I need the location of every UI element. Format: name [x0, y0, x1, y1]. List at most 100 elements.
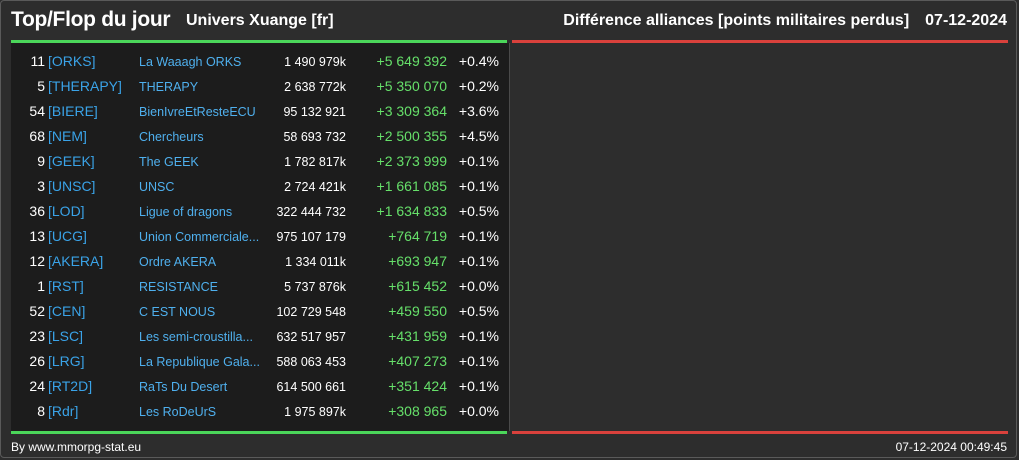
alliance-name-link[interactable]: Chercheurs: [139, 130, 204, 144]
table-row: 54 [BIERE] BienIvreEtResteECU 95 132 921 +3 …: [11, 97, 509, 122]
alliance-rank: 12: [29, 253, 45, 269]
alliance-points: 1 334 011k: [285, 255, 346, 269]
alliance-rank: 24: [29, 378, 45, 394]
alliance-tag-link[interactable]: [RST]: [48, 278, 84, 294]
alliance-rank: 54: [29, 103, 45, 119]
universe-label: Univers Xuange [fr]: [186, 12, 334, 29]
percent-change: +0.1%: [458, 328, 499, 344]
alliance-name-link[interactable]: BienIvreEtResteECU: [139, 105, 256, 119]
alliance-points: 614 500 661: [276, 380, 346, 394]
points-difference: +1 634 833: [376, 203, 447, 219]
alliance-name-link[interactable]: RESISTANCE: [139, 280, 218, 294]
alliance-name-link[interactable]: The GEEK: [139, 155, 199, 169]
alliance-tag-link[interactable]: [RT2D]: [48, 378, 93, 394]
points-difference: +615 452: [388, 278, 447, 294]
top-list: 11 [ORKS] La Waaagh ORKS 1 490 979k +5 649 3…: [11, 43, 509, 431]
points-difference: +431 959: [388, 328, 447, 344]
alliance-rank: 23: [29, 328, 45, 344]
alliance-tag-link[interactable]: [LOD]: [48, 203, 85, 219]
points-difference: +2 373 999: [376, 153, 447, 169]
alliance-name-link[interactable]: C EST NOUS: [139, 305, 216, 319]
table-row: 24 [RT2D] RaTs Du Desert 614 500 661 +351 42…: [11, 372, 509, 397]
percent-change: +0.1%: [458, 153, 499, 169]
alliance-rank: 13: [29, 228, 45, 244]
alliance-points: 632 517 957: [276, 330, 346, 344]
alliance-name-link[interactable]: UNSC: [139, 180, 175, 194]
alliance-name-link[interactable]: Les semi-croustilla...: [139, 330, 253, 344]
flop-bar-top: [512, 40, 1008, 43]
alliance-points: 322 444 732: [276, 205, 346, 219]
percent-change: +0.1%: [458, 253, 499, 269]
table-row: 12 [AKERA] Ordre AKERA 1 334 011k +693 947 +0…: [11, 247, 509, 272]
percent-change: +0.1%: [458, 228, 499, 244]
alliance-rank: 1: [37, 278, 45, 294]
table-row: 13 [UCG] Union Commerciale... 975 107 179 +7…: [11, 222, 509, 247]
header: Top/Flop du jour Univers Xuange [fr] Dif…: [0, 0, 1019, 40]
percent-change: +0.1%: [458, 178, 499, 194]
alliance-points: 95 132 921: [283, 105, 346, 119]
points-difference: +407 273: [388, 353, 447, 369]
points-difference: +2 500 355: [376, 128, 447, 144]
alliance-tag-link[interactable]: [BIERE]: [48, 103, 98, 119]
alliance-name-link[interactable]: Ordre AKERA: [139, 255, 217, 269]
table-row: 9 [GEEK] The GEEK 1 782 817k +2 373 999 +0.1%: [11, 147, 509, 172]
points-difference: +351 424: [388, 378, 447, 394]
table-row: 36 [LOD] Ligue of dragons 322 444 732 +1 634…: [11, 197, 509, 222]
table-row: 5 [THERAPY] THERAPY 2 638 772k +5 350 070 +0.…: [11, 72, 509, 97]
top-bar-top: [11, 40, 507, 43]
points-difference: +459 550: [388, 303, 447, 319]
alliance-rank: 3: [37, 178, 45, 194]
alliance-name-link[interactable]: La Waaagh ORKS: [139, 55, 242, 69]
panel-divider: [509, 43, 510, 431]
flop-list: [512, 43, 1008, 431]
alliance-tag-link[interactable]: [NEM]: [48, 128, 87, 144]
alliance-rank: 5: [37, 78, 45, 94]
alliance-name-link[interactable]: RaTs Du Desert: [139, 380, 228, 394]
alliance-tag-link[interactable]: [THERAPY]: [48, 78, 122, 94]
percent-change: +0.1%: [458, 353, 499, 369]
alliance-tag-link[interactable]: [AKERA]: [48, 253, 104, 269]
alliance-tag-link[interactable]: [UNSC]: [48, 178, 96, 194]
points-difference: +5 350 070: [376, 78, 447, 94]
alliance-rank: 9: [37, 153, 45, 169]
points-difference: +5 649 392: [376, 53, 447, 69]
table-row: 3 [UNSC] UNSC 2 724 421k +1 661 085 +0.1%: [11, 172, 509, 197]
alliance-rank: 26: [29, 353, 45, 369]
percent-change: +0.2%: [458, 78, 499, 94]
alliance-tag-link[interactable]: [Rdr]: [48, 403, 79, 419]
percent-change: +0.4%: [458, 53, 499, 69]
alliance-points: 2 638 772k: [284, 80, 346, 94]
footer-credit[interactable]: By www.mmorpg-stat.eu: [11, 440, 142, 454]
percent-change: +0.5%: [458, 203, 499, 219]
alliance-tag-link[interactable]: [ORKS]: [48, 53, 96, 69]
points-difference: +764 719: [388, 228, 447, 244]
alliance-points: 58 693 732: [283, 130, 346, 144]
alliance-tag-link[interactable]: [UCG]: [48, 228, 87, 244]
alliance-points: 102 729 548: [276, 305, 346, 319]
alliance-name-link[interactable]: La Republique Gala...: [139, 355, 260, 369]
alliance-name-link[interactable]: Union Commerciale...: [139, 230, 260, 244]
alliance-tag-link[interactable]: [GEEK]: [48, 153, 95, 169]
alliance-tag-link[interactable]: [CEN]: [48, 303, 86, 319]
alliance-points: 2 724 421k: [284, 180, 346, 194]
points-difference: +1 661 085: [376, 178, 447, 194]
alliance-name-link[interactable]: Les RoDeUrS: [139, 405, 217, 419]
percent-change: +0.0%: [458, 278, 499, 294]
alliance-name-link[interactable]: THERAPY: [139, 80, 199, 94]
percent-change: +3.6%: [458, 103, 499, 119]
top-bar-bottom: [11, 431, 507, 434]
metric-label: Différence alliances [points militaires …: [563, 12, 910, 29]
alliance-points: 588 063 453: [276, 355, 346, 369]
flop-bar-bottom: [512, 431, 1008, 434]
alliance-name-link[interactable]: Ligue of dragons: [139, 205, 233, 219]
alliance-points: 1 490 979k: [284, 55, 346, 69]
alliance-tag-link[interactable]: [LSC]: [48, 328, 84, 344]
table-row: 11 [ORKS] La Waaagh ORKS 1 490 979k +5 649 3…: [11, 47, 509, 72]
metric-header: Différence alliances [points militaires …: [563, 12, 1007, 30]
alliance-tag-link[interactable]: [LRG]: [48, 353, 85, 369]
points-difference: +3 309 364: [376, 103, 447, 119]
table-row: 68 [NEM] Chercheurs 58 693 732 +2 500 355 +4.…: [11, 122, 509, 147]
alliance-rank: 8: [37, 403, 45, 419]
percent-change: +4.5%: [458, 128, 499, 144]
table-row: 23 [LSC] Les semi-croustilla... 632 517 957…: [11, 322, 509, 347]
